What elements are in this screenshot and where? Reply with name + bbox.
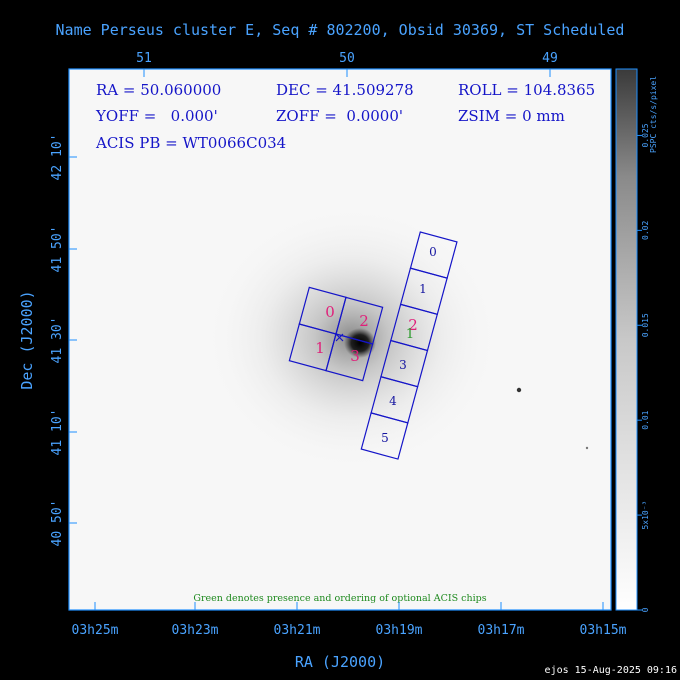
x-top-tick-label: 50: [339, 51, 355, 66]
dec-value: DEC = 41.509278: [276, 81, 414, 99]
y-tick-label: 41 30': [50, 317, 65, 364]
y-tick-label: 41 10': [50, 409, 65, 456]
optional-chip-marker: 1: [406, 327, 414, 342]
x-top-tick-label: 51: [136, 51, 152, 66]
credit-stamp: ejos 15-Aug-2025 09:16: [545, 665, 677, 676]
acis-s-chip-label: 0: [429, 245, 437, 259]
ra-value: RA = 50.060000: [96, 81, 221, 99]
aimpoint-marker: [335, 333, 344, 342]
roll-value: ROLL = 104.8365: [458, 81, 595, 99]
chart-title: Name Perseus cluster E, Seq # 802200, Ob…: [56, 21, 625, 39]
acis-i-chip-label: 1: [315, 339, 325, 357]
colorbar-ramp: [615, 68, 638, 611]
x-tick-label: 03h17m: [478, 623, 525, 638]
acis-s-chip-label: 3: [399, 358, 407, 372]
y-tick-label: 41 50': [50, 226, 65, 273]
x-tick-label: 03h15m: [580, 623, 627, 638]
acis-s-array: [360, 231, 458, 460]
colorbar: 0 5x10⁻³ 0.01 0.015 0.02 0.025 PSPC cts/s/pix…: [615, 68, 658, 612]
x-top-tick-label: 49: [542, 51, 558, 66]
acis-s-chip-label: 1: [419, 282, 427, 296]
zsim-value: ZSIM = 0 mm: [458, 107, 565, 125]
colorbar-tick-label: 0.02: [641, 221, 650, 240]
colorbar-tick-label: 5x10⁻³: [641, 501, 650, 530]
x-tick-label: 03h21m: [274, 623, 321, 638]
colorbar-tick-label: 0: [641, 607, 650, 612]
colorbar-tick-label: 0.025: [641, 123, 650, 147]
plot-area: RA = 50.060000 DEC = 41.509278 ROLL = 10…: [68, 68, 612, 611]
y-tick-label: 40 50': [50, 500, 65, 547]
x-axis-label: RA (J2000): [295, 653, 385, 671]
x-tick-label: 03h19m: [376, 623, 423, 638]
zoff-value: ZOFF = 0.0000': [276, 107, 403, 125]
colorbar-tick-label: 0.01: [641, 410, 650, 429]
cluster-core: [344, 328, 376, 358]
acis-i-array: [288, 286, 384, 382]
acis-s-chip-label: 5: [381, 431, 389, 445]
footnote: Green denotes presence and ordering of o…: [193, 593, 486, 604]
x-tick-label: 03h25m: [72, 623, 119, 638]
point-source: [516, 387, 522, 393]
acis-pb-value: ACIS PB = WT0066C034: [95, 134, 286, 152]
acis-i-chip-label: 3: [350, 347, 360, 365]
colorbar-label: PSPC cts/s/pixel: [649, 76, 658, 153]
yoff-value: YOFF = 0.000': [95, 107, 218, 125]
acis-i-chip: [325, 333, 374, 382]
point-source: [585, 446, 589, 450]
acis-i-chip-label: 2: [359, 312, 369, 330]
acis-s-chip-label: 4: [389, 394, 397, 408]
acis-i-chip-label: 0: [325, 303, 335, 321]
acis-s-chip: [360, 412, 409, 460]
x-tick-label: 03h23m: [172, 623, 219, 638]
y-axis-label: Dec (J2000): [18, 290, 36, 389]
acis-s-chip-label: 2: [408, 316, 418, 334]
y-tick-label: 42 10': [50, 134, 65, 181]
colorbar-tick-label: 0.015: [641, 313, 650, 337]
